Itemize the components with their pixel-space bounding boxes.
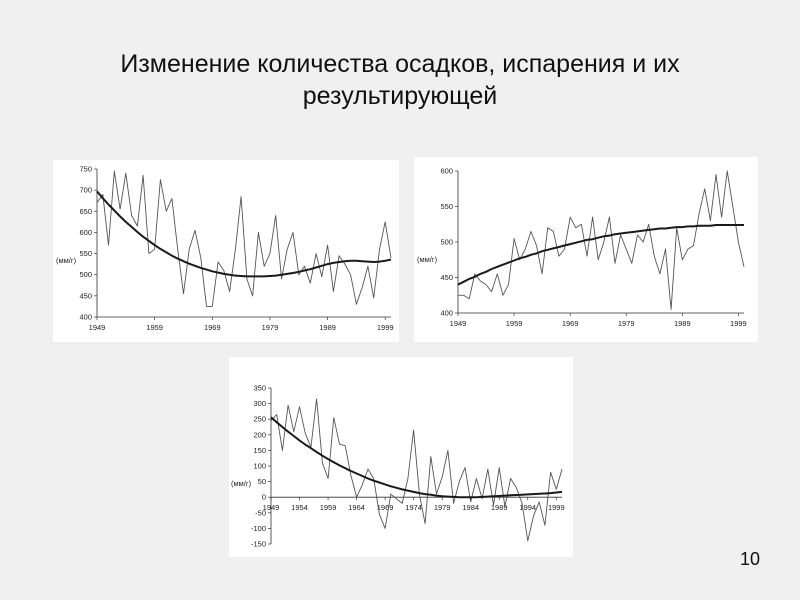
y-tick-label: -150: [251, 540, 266, 549]
y-tick-label: 750: [79, 165, 92, 174]
y-tick-label: 150: [253, 446, 266, 455]
y-tick-label: 600: [79, 228, 92, 237]
y-tick-label: 600: [440, 167, 453, 176]
x-tick-label: 1969: [377, 503, 394, 512]
evaporation-chart-svg: 400 450 500 550 600 1949 1959 1969 1979 1989 1999 (…: [417, 167, 747, 329]
y-tick-label: -50: [255, 508, 266, 517]
y-axis-label: (мм/г): [56, 256, 77, 265]
y-tick-label: 550: [440, 202, 453, 211]
y-tick-label: 450: [79, 291, 92, 300]
y-tick-label: -100: [251, 524, 266, 533]
x-tick-label: 1959: [320, 503, 337, 512]
x-tick-label: 1999: [377, 323, 394, 332]
x-tick-label: 1949: [450, 319, 467, 328]
x-tick-label: 1999: [548, 503, 565, 512]
y-axis-label: (мм/г): [231, 479, 252, 488]
y-tick-label: 250: [253, 415, 266, 424]
x-tick-label: 1989: [674, 319, 691, 328]
x-tick-label: 1999: [730, 319, 747, 328]
x-tick-label: 1979: [262, 323, 279, 332]
resultant-chart-svg: -150 -100 -50 0 50 100 150 200 250 300 350 1949 1954…: [231, 384, 565, 549]
y-tick-label: 450: [440, 273, 453, 282]
y-tick-label: 300: [253, 399, 266, 408]
x-tick-label: 1974: [405, 503, 422, 512]
x-tick-label: 1989: [491, 503, 508, 512]
observed-line: [458, 170, 745, 310]
y-tick-label: 400: [79, 313, 92, 322]
trend-curve: [457, 224, 744, 286]
trend-curve: [270, 416, 563, 499]
page-number: 10: [739, 549, 760, 569]
x-tick-label: 1989: [319, 323, 336, 332]
x-tick-label: 1979: [618, 319, 635, 328]
y-tick-label: 50: [258, 477, 266, 486]
evaporation-chart: 400 450 500 550 600 1949 1959 1969 1979 1989 1999 (…: [414, 157, 758, 342]
precipitation-chart: 400 450 500 550 600 650 700 750 1949 1959 1969 1979…: [53, 160, 399, 342]
y-tick-label: 0: [262, 493, 266, 502]
x-tick-label: 1969: [562, 319, 579, 328]
slide-title: Изменение количества осадков, испарения …: [120, 50, 680, 110]
observed-line: [270, 398, 563, 542]
observed-line: [96, 170, 392, 307]
x-tick-label: 1959: [146, 323, 163, 332]
resultant-chart: -150 -100 -50 0 50 100 150 200 250 300 350 1949 1954…: [229, 357, 573, 557]
y-tick-label: 700: [79, 186, 92, 195]
y-tick-label: 400: [440, 309, 453, 318]
y-axis-label: (мм/г): [417, 255, 438, 264]
y-tick-label: 200: [253, 430, 266, 439]
x-tick-label: 1979: [434, 503, 451, 512]
x-tick-label: 1949: [263, 503, 280, 512]
y-tick-label: 500: [440, 238, 453, 247]
x-tick-label: 1949: [89, 323, 106, 332]
y-tick-label: 350: [253, 384, 266, 393]
y-tick-label: 500: [79, 270, 92, 279]
x-tick-label: 1984: [462, 503, 479, 512]
trend-curve: [96, 190, 392, 278]
y-tick-label: 550: [79, 249, 92, 258]
x-tick-label: 1954: [291, 503, 308, 512]
y-tick-label: 650: [79, 207, 92, 216]
x-tick-label: 1994: [519, 503, 536, 512]
y-tick-label: 100: [253, 462, 266, 471]
precipitation-chart-svg: 400 450 500 550 600 650 700 750 1949 1959 1969 1979…: [56, 165, 394, 333]
x-tick-label: 1964: [348, 503, 365, 512]
x-tick-label: 1959: [506, 319, 523, 328]
x-tick-label: 1969: [204, 323, 221, 332]
